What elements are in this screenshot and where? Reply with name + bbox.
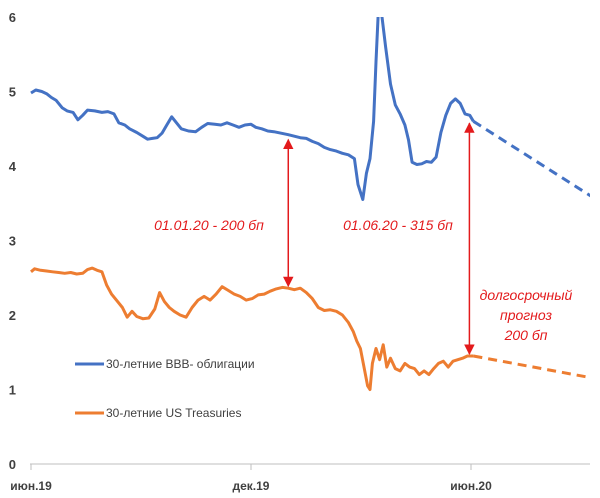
y-tick-label: 2 <box>9 308 16 323</box>
annotation-label: 200 бп <box>504 327 548 343</box>
series-layer <box>30 17 590 391</box>
series-line-2 <box>30 266 474 391</box>
y-tick-label: 4 <box>9 159 17 174</box>
x-tick-label: дек.19 <box>233 479 270 493</box>
x-tick-label: июн.20 <box>450 479 492 493</box>
y-tick-label: 5 <box>9 85 16 100</box>
y-tick-label: 0 <box>9 457 16 472</box>
annotation-label: прогноз <box>500 307 553 323</box>
y-axis-labels: 0 1 2 3 4 5 6 <box>9 10 17 472</box>
y-tick-label: 1 <box>9 383 16 398</box>
y-tick-label: 3 <box>9 234 16 249</box>
x-tick-label: июн.19 <box>10 479 52 493</box>
annotation-layer: 01.01.20 - 200 бп 01.06.20 - 315 бп долгос… <box>154 122 573 356</box>
series-line-1 <box>472 120 590 198</box>
legend: 30-летние BBB- облигации 30-летние US Tr… <box>75 357 255 420</box>
y-tick-label: 6 <box>9 10 16 25</box>
series-line-3 <box>473 354 590 380</box>
series-line-0 <box>30 17 475 201</box>
annotation-label: долгосрочный <box>480 287 573 303</box>
legend-label-bbb: 30-летние BBB- облигации <box>106 357 255 371</box>
legend-label-treasuries: 30-летние US Treasuries <box>106 406 241 420</box>
x-axis: июн.19 дек.19 июн.20 <box>10 463 590 493</box>
annotation-label: 01.01.20 - 200 бп <box>154 217 264 233</box>
annotation-label: 01.06.20 - 315 бп <box>343 217 453 233</box>
